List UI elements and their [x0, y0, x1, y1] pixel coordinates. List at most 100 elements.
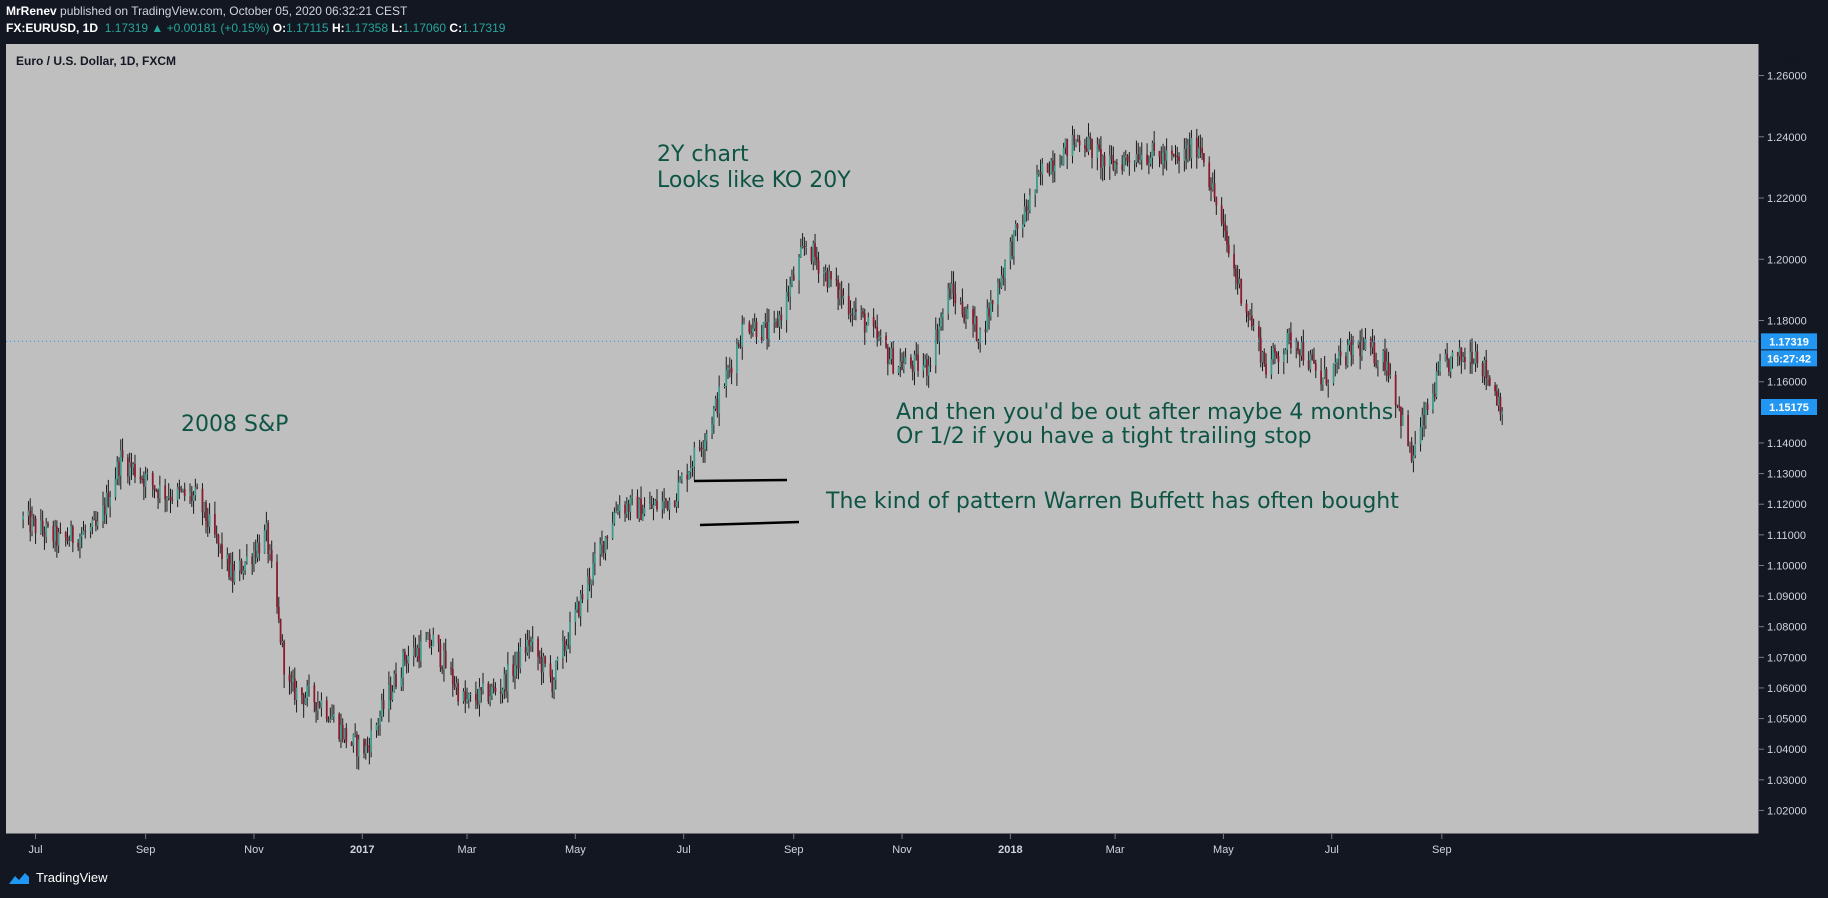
secondary-price-tag[interactable]: 1.15175	[1761, 399, 1817, 416]
candle	[865, 321, 868, 333]
candle	[1234, 264, 1237, 290]
candle	[947, 282, 950, 320]
candle	[973, 306, 976, 332]
candle	[799, 238, 802, 258]
candle	[290, 671, 293, 694]
resistance-line[interactable]	[693, 478, 788, 483]
candle	[1348, 331, 1351, 352]
candle	[171, 489, 174, 505]
candle	[82, 520, 85, 535]
candle	[1327, 379, 1330, 398]
low-value: 1.17060	[402, 21, 447, 35]
candle	[480, 686, 483, 703]
candle	[899, 348, 902, 377]
candle	[936, 323, 939, 345]
candle	[1464, 347, 1466, 370]
y-tick-label: 1.20000	[1767, 254, 1807, 266]
y-tick-label: 1.07000	[1767, 652, 1807, 664]
candlestick-chart[interactable]: 1.26000 1.24000 1.22000 1.20000 1.18000 1.160…	[0, 0, 1828, 862]
candle	[208, 503, 211, 534]
x-tick-label: Jul	[29, 844, 43, 856]
y-tick-label: 1.16000	[1767, 377, 1807, 389]
annotation-looks-like-ko[interactable]: Looks like KO 20Y	[657, 168, 851, 193]
candle	[158, 475, 161, 504]
candle	[503, 667, 506, 700]
candle	[1485, 349, 1488, 391]
candle	[437, 634, 440, 653]
annotation-trailing-stop[interactable]: Or 1/2 if you have a tight trailing stop	[896, 424, 1312, 449]
candle	[32, 513, 35, 527]
candle	[540, 647, 543, 685]
candle	[941, 308, 944, 331]
brand[interactable]: TradingView	[8, 870, 108, 885]
candle	[1115, 158, 1118, 174]
candle	[418, 634, 420, 669]
candle	[345, 723, 348, 749]
candle	[231, 551, 234, 593]
candle	[611, 511, 614, 540]
candle	[182, 488, 184, 493]
candle	[526, 629, 529, 656]
candle	[952, 271, 955, 307]
x-tick-label: Sep	[136, 844, 156, 856]
candle	[1153, 131, 1156, 156]
candle	[517, 642, 520, 680]
candle	[1265, 353, 1267, 379]
candle	[1021, 214, 1024, 238]
annotation-out-after[interactable]: And then you'd be out after maybe 4 mont…	[896, 400, 1393, 425]
candle	[750, 324, 753, 339]
candle	[201, 483, 204, 526]
last-price-tag[interactable]: 1.17319 16:27:42	[1761, 333, 1817, 367]
y-tick-label: 1.13000	[1767, 469, 1807, 481]
candle	[739, 335, 742, 349]
candle	[588, 567, 591, 592]
candle	[1423, 401, 1425, 437]
candle	[531, 626, 534, 653]
candle	[1027, 199, 1030, 221]
annotation-2008-sp[interactable]: 2008 S&P	[181, 412, 288, 437]
candle	[462, 688, 465, 704]
candle	[1263, 348, 1266, 367]
candle	[1000, 265, 1003, 289]
candle	[1385, 348, 1388, 382]
candle	[377, 717, 380, 736]
candle	[205, 500, 207, 534]
candle	[1401, 407, 1404, 427]
candle	[487, 681, 490, 705]
candle	[748, 320, 751, 335]
candle	[791, 269, 793, 288]
candle	[830, 271, 832, 287]
candle	[640, 486, 642, 521]
candle	[576, 596, 579, 613]
candle	[59, 522, 62, 535]
candle	[599, 537, 602, 567]
x-tick-label: Nov	[892, 844, 912, 856]
candle	[167, 483, 170, 501]
candle	[151, 471, 154, 498]
candle	[649, 491, 651, 510]
candle	[116, 456, 119, 486]
candle	[1240, 278, 1243, 307]
candle	[329, 707, 332, 723]
candle	[70, 520, 72, 542]
candle	[723, 383, 726, 389]
currency-label[interactable]: USD	[1778, 54, 1801, 66]
candle	[652, 497, 655, 521]
candle	[102, 491, 104, 529]
support-line[interactable]	[699, 520, 800, 527]
candle	[320, 692, 323, 717]
candle	[1085, 136, 1088, 153]
candle	[1325, 367, 1328, 387]
candle	[34, 515, 37, 545]
candle	[267, 520, 270, 564]
candle	[1261, 350, 1264, 372]
plot-area[interactable]	[6, 44, 1759, 834]
candle	[1444, 349, 1447, 362]
candle	[1389, 363, 1392, 379]
candle	[760, 324, 763, 344]
annotation-2y-chart[interactable]: 2Y chart	[657, 142, 749, 167]
candle	[1149, 151, 1152, 167]
annotation-buffett[interactable]: The kind of pattern Warren Buffett has o…	[825, 489, 1399, 514]
candle	[991, 299, 994, 312]
author-name[interactable]: MrRenev	[6, 4, 57, 18]
